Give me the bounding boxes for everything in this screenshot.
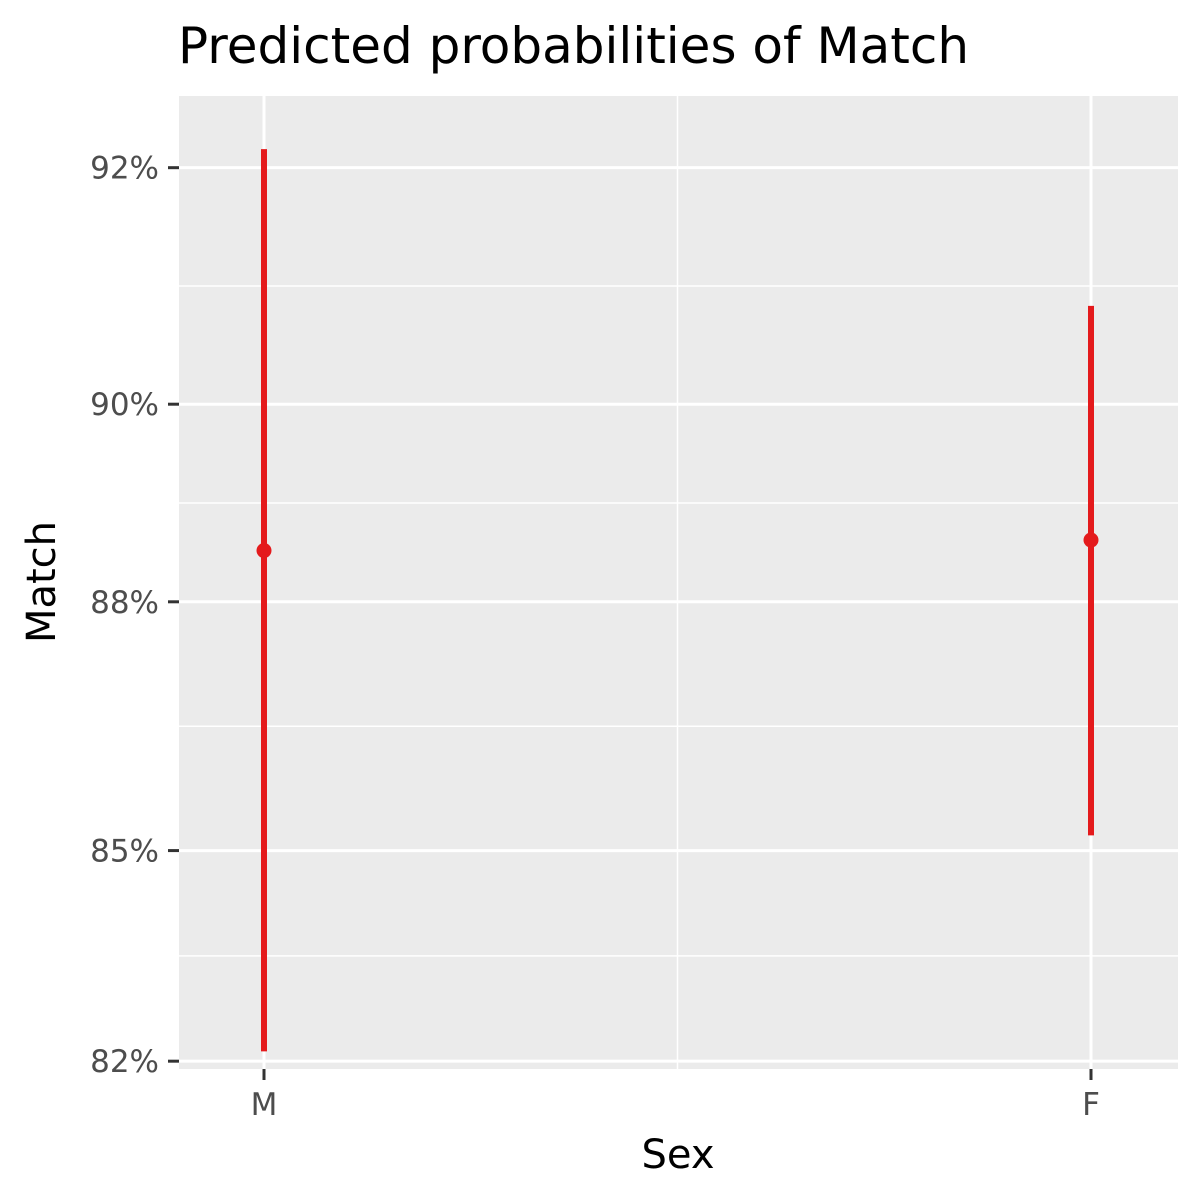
y-tick-label: 85% (90, 834, 159, 870)
y-tick-label: 88% (90, 585, 159, 621)
y-tick-label: 92% (90, 151, 159, 187)
x-tick-label: M (251, 1087, 278, 1123)
data-point (256, 543, 272, 559)
plot-panel (179, 96, 1178, 1069)
chart-title: Predicted probabilities of Match (178, 17, 969, 75)
data-marks (256, 149, 1099, 1052)
y-axis-title: Match (19, 521, 65, 643)
x-axis-title: Sex (642, 1132, 715, 1178)
y-tick-label: 82% (90, 1044, 159, 1080)
x-tick-label: F (1082, 1087, 1100, 1123)
data-point (1083, 532, 1099, 548)
y-tick-label: 90% (90, 387, 159, 423)
y-axis: 82% 85% 88% 90% 92% (90, 151, 179, 1080)
